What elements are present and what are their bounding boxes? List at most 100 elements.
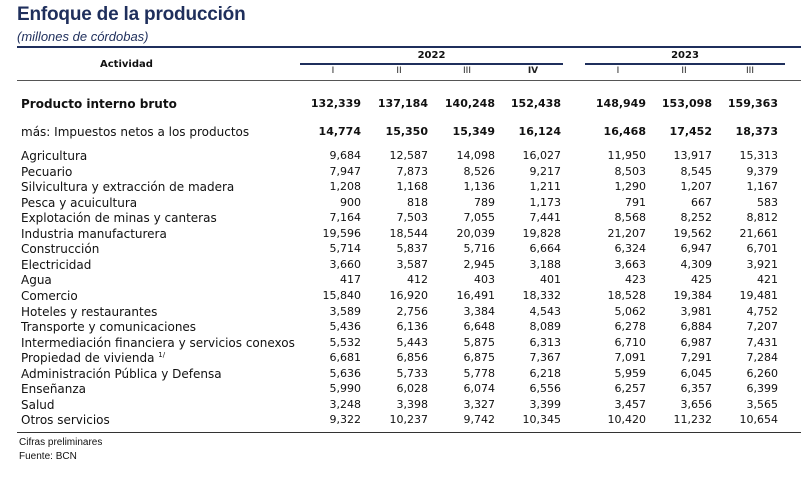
table-cell: 7,164	[329, 211, 362, 225]
table-row: Construcción 5,714 5,837 5,716 6,664 6,324 6,9…	[0, 242, 811, 257]
table-row: Agricultura 9,684 12,587 14,098 16,027 11,950…	[0, 149, 811, 164]
table-cell: 1,173	[529, 195, 562, 209]
table-cell: 9,217	[529, 164, 562, 178]
table-row: Pecuario 7,947 7,873 8,526 9,217 8,503 8,545 9,…	[0, 165, 811, 180]
table-cell: 5,532	[329, 335, 362, 349]
table-cell: 583	[757, 195, 778, 209]
table-cell: 417	[340, 273, 361, 287]
table-row: Electricidad 3,660 3,587 2,945 3,188 3,663 4,3…	[0, 258, 811, 273]
note-preliminary: Cifras preliminares	[19, 437, 103, 448]
table-row: más: Impuestos netos a los productos 14,7…	[0, 125, 811, 140]
row-label: Salud	[21, 398, 55, 412]
table-cell: 10,654	[739, 413, 779, 427]
table-cell: 1,290	[614, 180, 647, 194]
quarter-header: III	[463, 66, 471, 76]
top-rule	[17, 46, 801, 48]
table-cell: 1,208	[329, 180, 362, 194]
table-row: Explotación de minas y canteras 7,164 7,50…	[0, 211, 811, 226]
table-cell: 6,856	[396, 351, 429, 365]
table-cell: 6,875	[463, 351, 496, 365]
table-cell: 8,812	[746, 211, 779, 225]
table-cell: 7,367	[529, 351, 562, 365]
table-cell: 5,716	[463, 242, 496, 256]
quarter-header: II	[681, 66, 687, 76]
table-cell: 3,663	[614, 257, 647, 271]
table-row: Otros servicios 9,322 10,237 9,742 10,345 10,…	[0, 413, 811, 428]
table-cell: 18,528	[607, 288, 647, 302]
row-label: Administración Pública y Defensa	[21, 367, 222, 381]
table-cell: 16,124	[518, 125, 561, 138]
quarter-header: IV	[527, 66, 539, 76]
table-cell: 1,207	[680, 180, 713, 194]
table-cell: 1,136	[463, 180, 496, 194]
row-label-text: Producto interno bruto	[21, 97, 177, 111]
table-cell: 1,168	[396, 180, 429, 194]
table-row: Industria manufacturera 19,596 18,544 20,03…	[0, 227, 811, 242]
table-cell: 16,491	[456, 288, 496, 302]
table-row: Silvicultura y extracción de madera 1,208…	[0, 180, 811, 195]
table-cell: 8,252	[680, 211, 713, 225]
table-cell: 5,837	[396, 242, 429, 256]
table-cell: 7,431	[746, 335, 779, 349]
bottom-rule	[17, 432, 801, 433]
year-2023-header: 2023	[671, 50, 699, 61]
table-cell: 4,752	[746, 304, 779, 318]
row-label: Enseñanza	[21, 382, 86, 396]
row-label-text: Propiedad de vivienda	[21, 351, 155, 366]
table-cell: 6,278	[614, 320, 647, 334]
table-cell: 7,947	[329, 164, 362, 178]
table-cell: 148,949	[595, 97, 646, 110]
table-cell: 3,565	[746, 397, 779, 411]
table-row: Producto interno bruto 132,339 137,184 140,…	[0, 97, 811, 112]
table-cell: 3,589	[329, 304, 362, 318]
table-cell: 412	[407, 273, 428, 287]
table-cell: 6,260	[746, 366, 779, 380]
table-cell: 18,544	[389, 226, 429, 240]
table-cell: 3,399	[529, 397, 562, 411]
table-cell: 5,636	[329, 366, 362, 380]
table-row: Salud 3,248 3,398 3,327 3,399 3,457 3,656 3,565	[0, 398, 811, 413]
table-cell: 4,543	[529, 304, 562, 318]
row-label: Intermediación financiera y servicios co…	[21, 336, 295, 350]
table-cell: 3,656	[680, 397, 713, 411]
row-label-text: Explotación de minas y canteras	[21, 211, 217, 226]
row-label-text: Transporte y comunicaciones	[21, 320, 197, 335]
table-cell: 9,379	[746, 164, 779, 178]
table-cell: 4,309	[680, 257, 713, 271]
quarter-header: III	[746, 66, 754, 76]
table-cell: 2,945	[463, 257, 496, 271]
note-source: Fuente: BCN	[19, 451, 77, 462]
year-2022-rule	[300, 63, 563, 65]
row-label-text: Pesca y acuicultura	[21, 195, 138, 210]
table-cell: 5,875	[463, 335, 496, 349]
table-cell: 6,313	[529, 335, 562, 349]
table-cell: 21,207	[607, 226, 647, 240]
table-cell: 423	[625, 273, 646, 287]
row-label: Electricidad	[21, 258, 91, 272]
table-cell: 1,167	[746, 180, 779, 194]
table-row: Pesca y acuicultura 900 818 789 1,173 791 667 5…	[0, 196, 811, 211]
table-cell: 6,324	[614, 242, 647, 256]
table-cell: 8,089	[529, 320, 562, 334]
row-label-text: Enseñanza	[21, 382, 87, 397]
table-cell: 21,661	[739, 226, 779, 240]
table-cell: 16,027	[522, 149, 562, 162]
table-cell: 5,714	[329, 242, 362, 256]
table-cell: 13,917	[673, 149, 713, 162]
table-cell: 7,291	[680, 351, 713, 365]
table-cell: 9,322	[329, 413, 362, 427]
table-cell: 10,420	[607, 413, 647, 427]
row-label-text: Salud	[21, 397, 55, 412]
table-cell: 7,207	[746, 320, 779, 334]
row-label: Explotación de minas y canteras	[21, 211, 217, 225]
page-title: Enfoque de la producción	[17, 4, 246, 25]
row-label-text: Industria manufacturera	[21, 226, 167, 241]
table-cell: 11,232	[673, 413, 713, 427]
table-cell: 6,357	[680, 382, 713, 396]
table-cell: 1,211	[529, 180, 562, 194]
table-cell: 6,884	[680, 320, 713, 334]
row-label-text: Agua	[21, 273, 52, 288]
year-2022-header: 2022	[417, 50, 446, 61]
table-cell: 15,349	[452, 125, 495, 138]
row-label-text: Otros servicios	[21, 413, 110, 428]
